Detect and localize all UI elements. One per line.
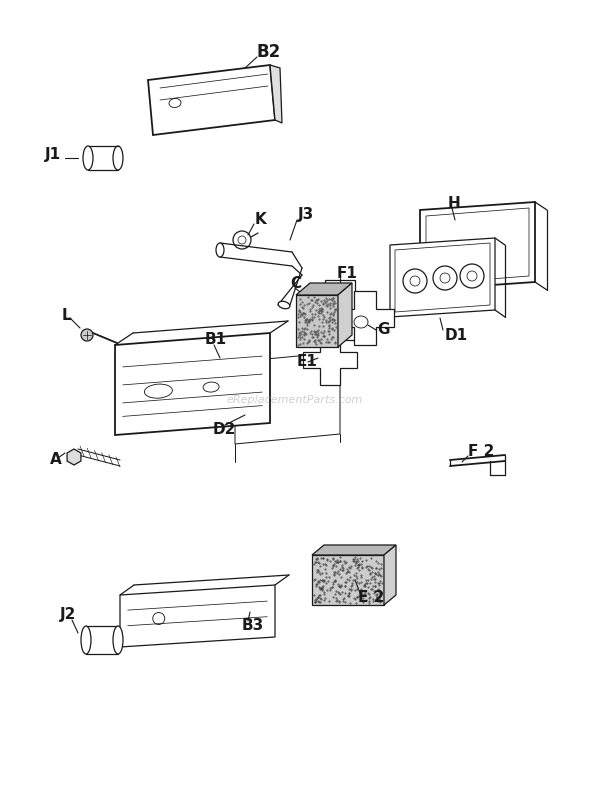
- Text: B3: B3: [242, 618, 264, 633]
- Polygon shape: [296, 283, 352, 295]
- Polygon shape: [296, 295, 338, 347]
- Polygon shape: [390, 238, 495, 317]
- Polygon shape: [312, 545, 396, 555]
- Polygon shape: [336, 291, 394, 345]
- Ellipse shape: [81, 626, 91, 654]
- Polygon shape: [120, 585, 275, 647]
- Text: A: A: [50, 452, 62, 467]
- Text: E 2: E 2: [358, 591, 384, 606]
- Ellipse shape: [278, 301, 290, 309]
- Text: D1: D1: [445, 327, 468, 342]
- Text: J3: J3: [298, 208, 314, 223]
- Text: K: K: [255, 213, 267, 228]
- Text: G: G: [377, 322, 389, 338]
- Polygon shape: [306, 280, 374, 340]
- Polygon shape: [338, 283, 352, 347]
- Text: E1: E1: [297, 354, 318, 369]
- Text: B1: B1: [205, 333, 227, 348]
- Text: C: C: [290, 276, 301, 291]
- Polygon shape: [384, 545, 396, 605]
- Text: F1: F1: [337, 266, 358, 280]
- Text: J2: J2: [60, 607, 76, 622]
- Text: J1: J1: [45, 147, 61, 162]
- Text: H: H: [448, 196, 461, 210]
- Text: F 2: F 2: [468, 444, 494, 459]
- Text: D2: D2: [213, 423, 237, 438]
- Text: B2: B2: [257, 43, 281, 61]
- Ellipse shape: [216, 243, 224, 257]
- Circle shape: [81, 329, 93, 341]
- Polygon shape: [67, 449, 81, 465]
- Polygon shape: [303, 335, 357, 385]
- Polygon shape: [115, 333, 270, 435]
- Polygon shape: [270, 65, 282, 123]
- Text: L: L: [62, 307, 71, 322]
- Ellipse shape: [113, 626, 123, 654]
- Text: eReplacementParts.com: eReplacementParts.com: [227, 395, 363, 405]
- Ellipse shape: [83, 146, 93, 170]
- Ellipse shape: [113, 146, 123, 170]
- Polygon shape: [312, 555, 384, 605]
